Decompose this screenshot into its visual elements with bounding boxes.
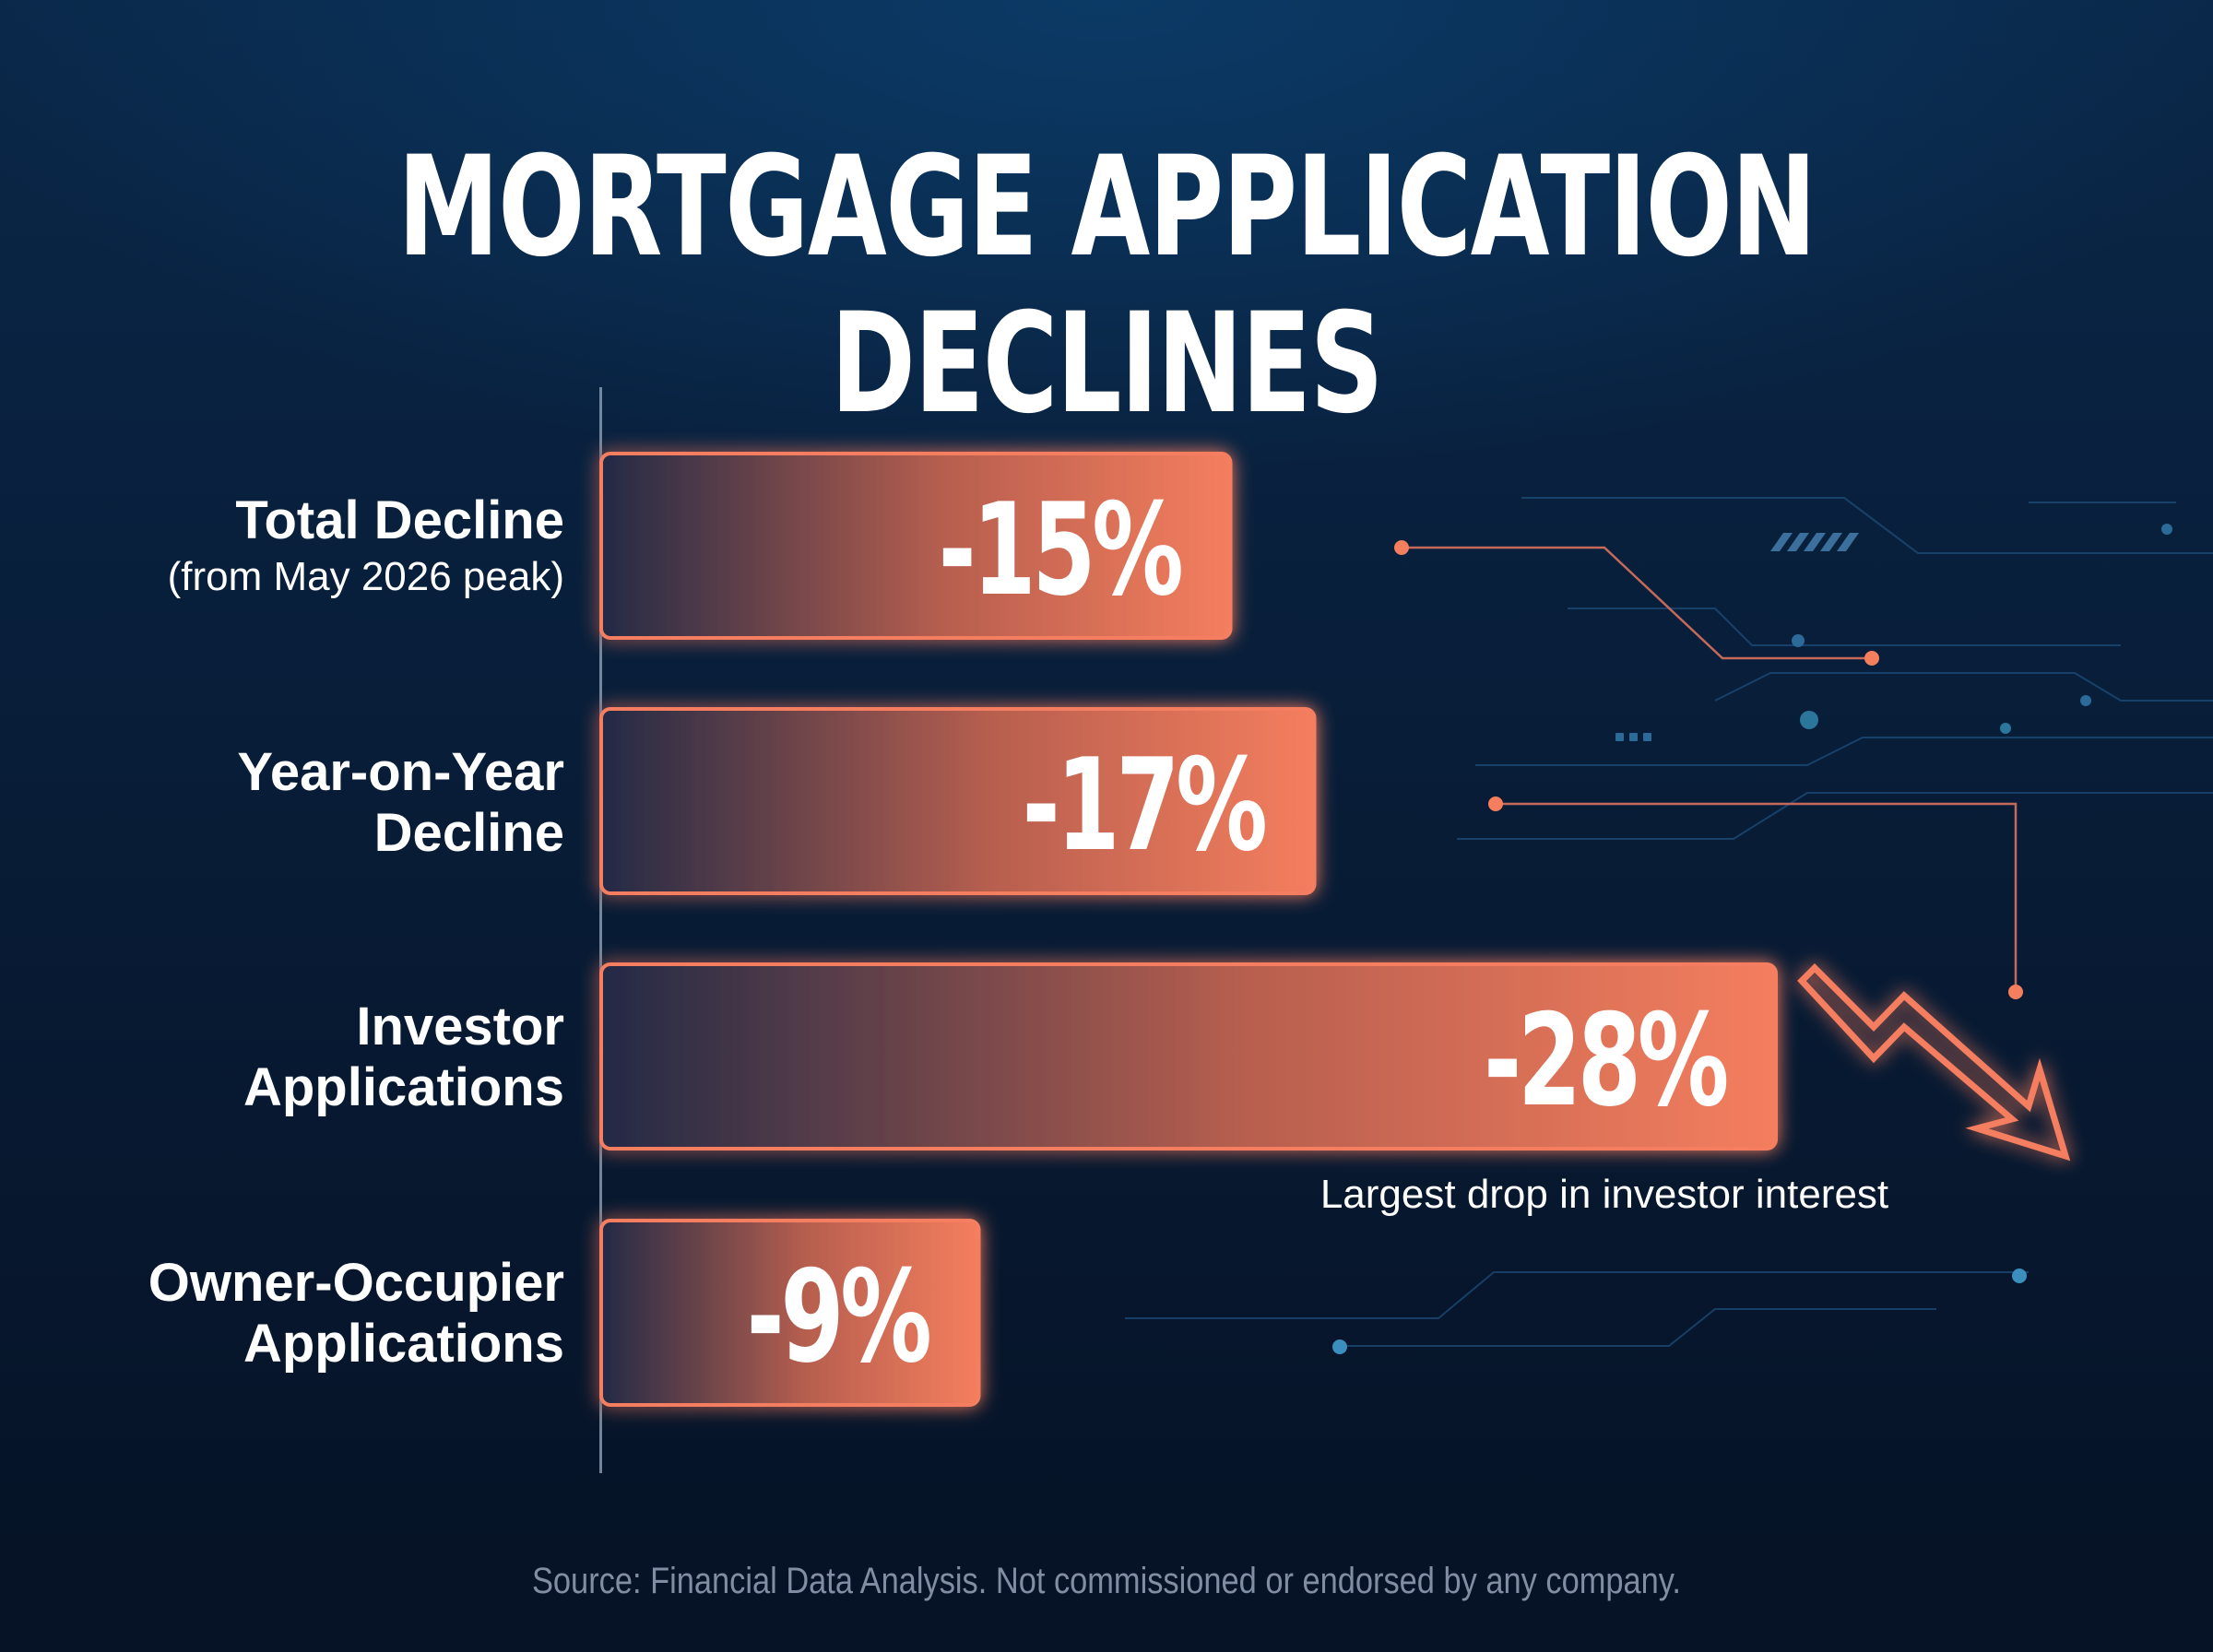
bar-3	[599, 962, 1778, 1150]
category-axis-line	[599, 387, 602, 1473]
category-label-line: Year-on-Year	[237, 742, 564, 802]
bar-value-label-3: -28%	[1484, 986, 1726, 1135]
category-label-year-on-year: Year-on-Year Decline	[0, 742, 564, 864]
category-label-line: Total Decline	[235, 490, 564, 550]
source-note: Source: Financial Data Analysis. Not com…	[531, 1561, 1682, 1601]
page-title: MORTGAGE APPLICATION DECLINES	[397, 127, 1817, 444]
bar-1	[599, 452, 1233, 640]
category-label-line: Applications	[243, 1314, 564, 1374]
category-label-owner-occupier: Owner-Occupier Applications	[0, 1253, 564, 1375]
category-label-line: Applications	[243, 1057, 564, 1117]
category-label-line: Investor	[356, 997, 564, 1056]
investor-annotation: Largest drop in investor interest	[1320, 1172, 1889, 1217]
bar-2	[599, 707, 1317, 895]
category-label-line: Owner-Occupier	[148, 1253, 564, 1313]
downtrend-arrow-icon	[1797, 963, 2071, 1162]
category-label-total-decline: Total Decline (from May 2026 peak)	[0, 490, 564, 603]
bar-4	[599, 1219, 981, 1407]
bar-value-label-2: -17%	[1023, 731, 1265, 879]
bar-value-label-4: -9%	[747, 1243, 929, 1391]
category-label-subtext: (from May 2026 peak)	[167, 554, 564, 599]
bar-value-label-1: -15%	[939, 476, 1181, 624]
category-label-investor: Investor Applications	[0, 997, 564, 1118]
category-label-line: Decline	[373, 803, 564, 863]
